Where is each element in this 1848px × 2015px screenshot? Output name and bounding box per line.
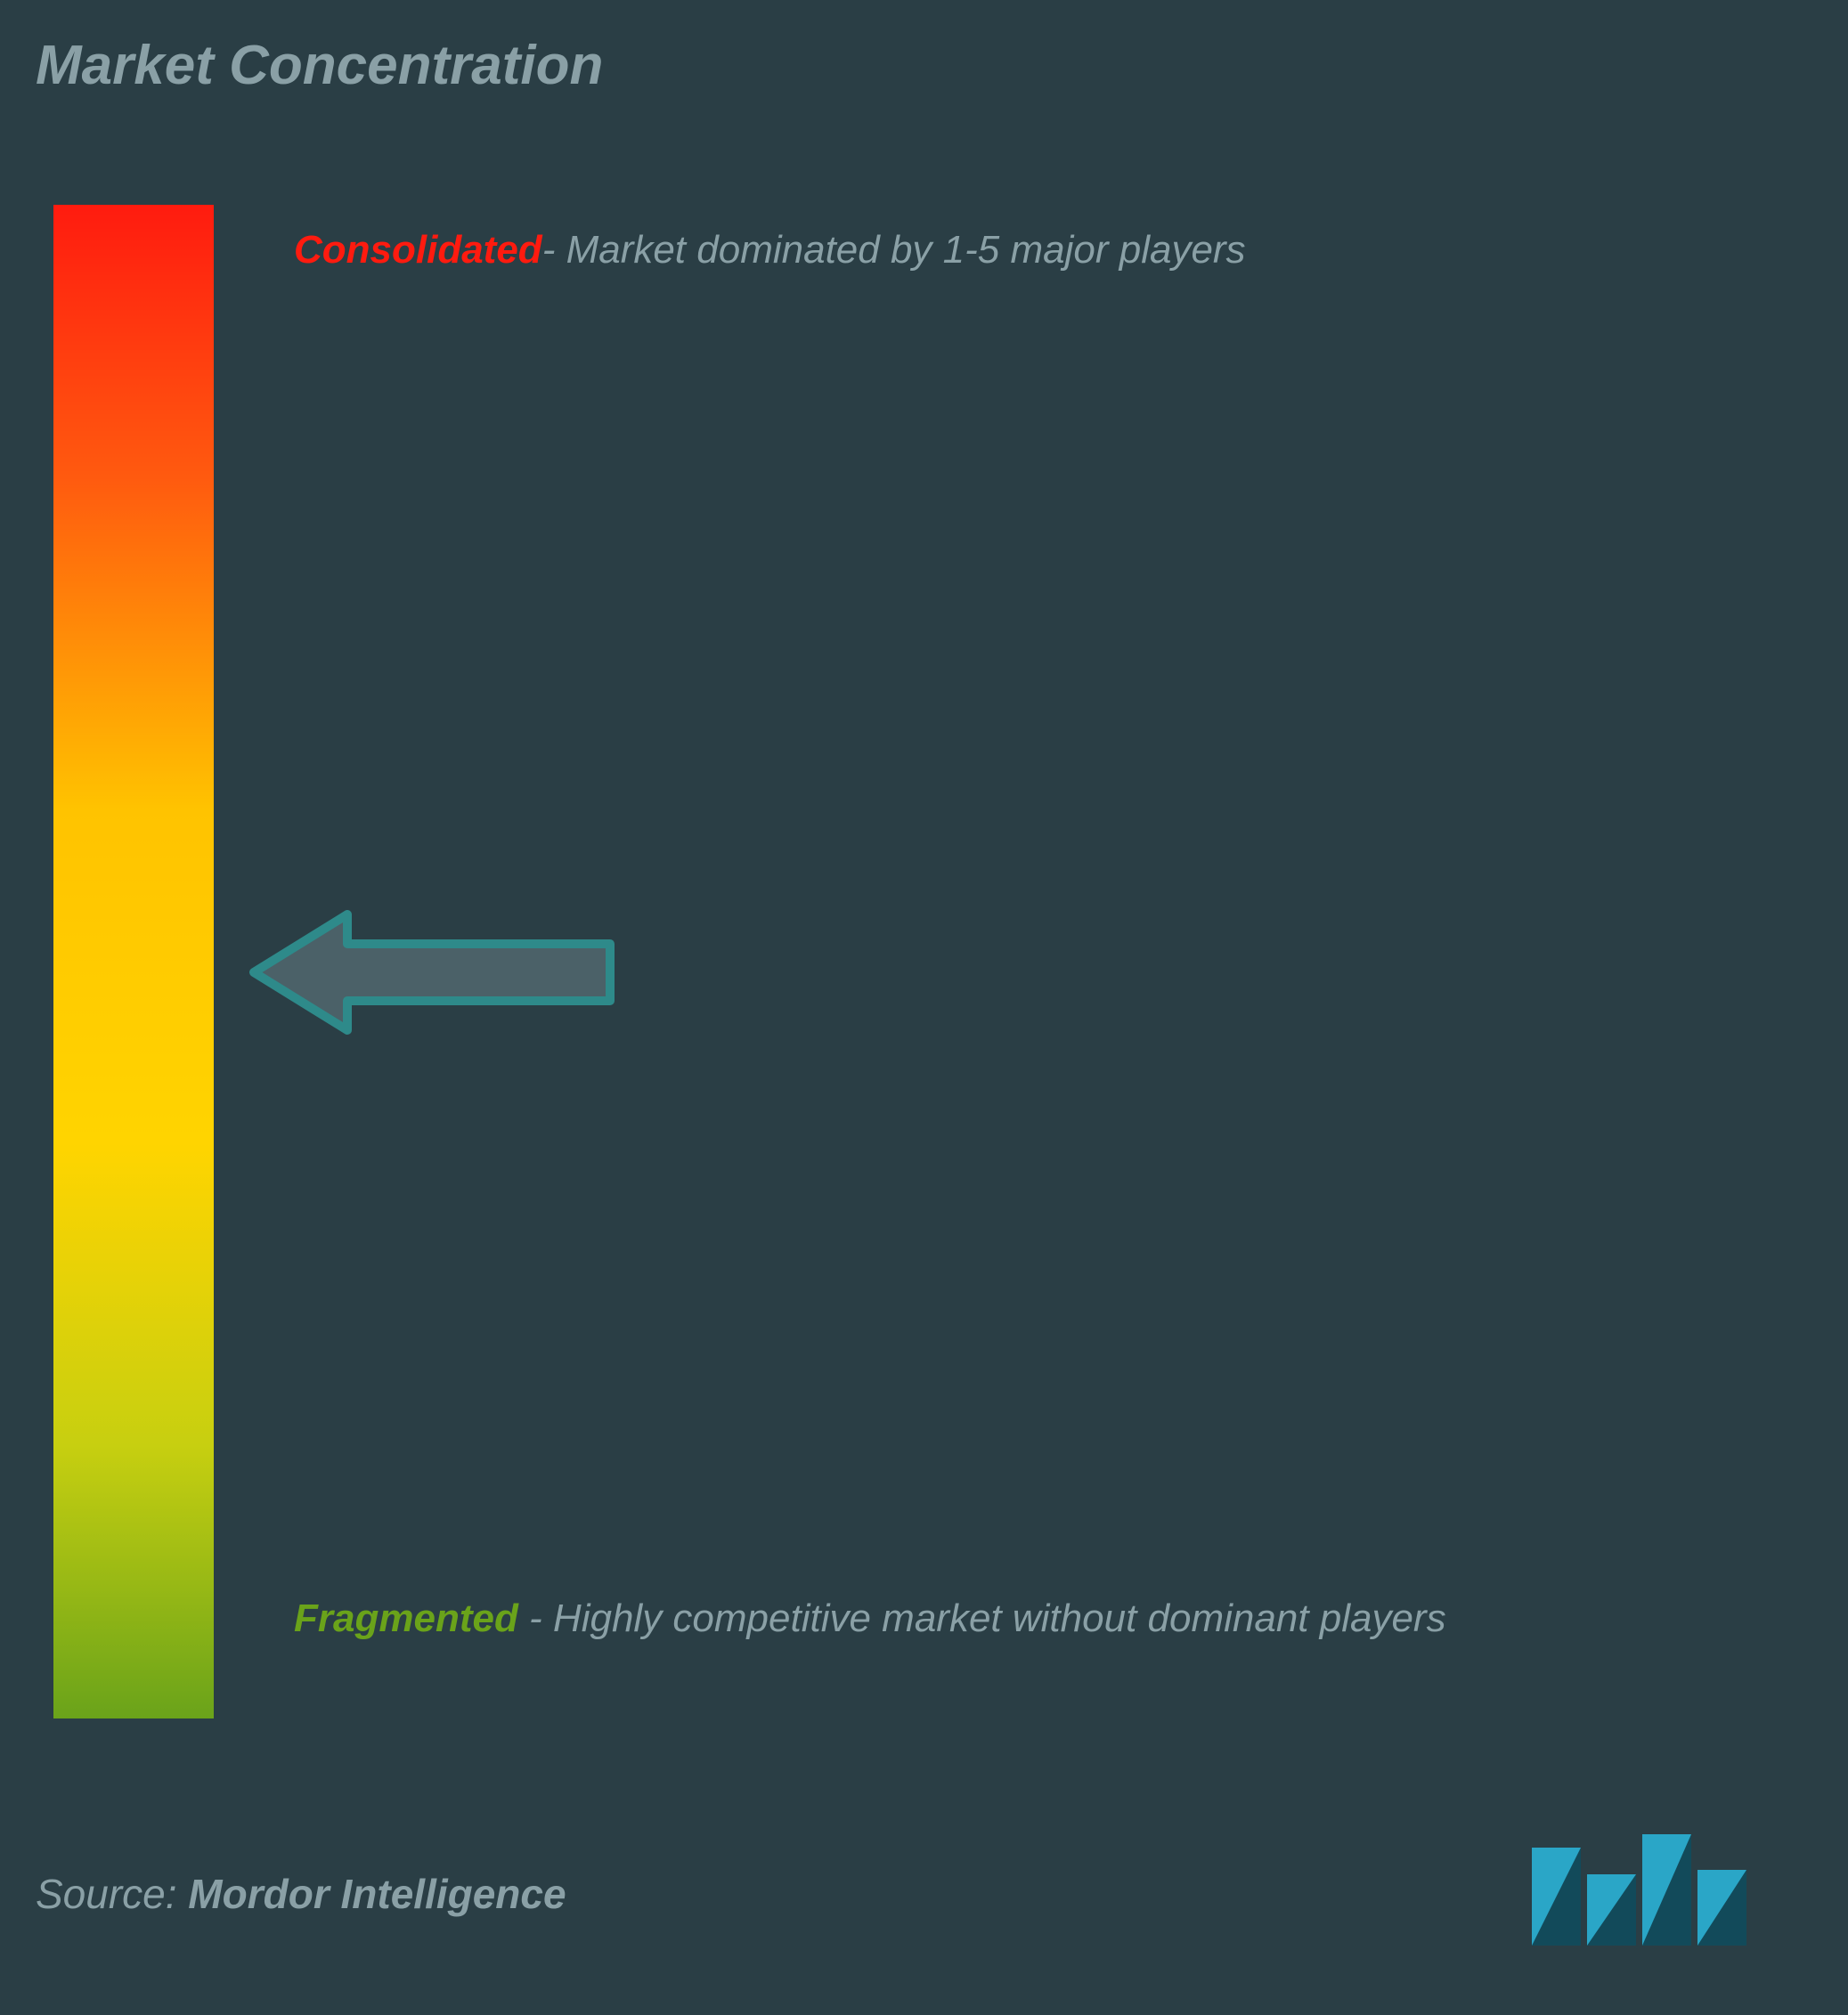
source-label: Source: [36, 1871, 177, 1917]
fragmented-label: Fragmented - Highly competitive market w… [294, 1583, 1754, 1654]
source-value: Mordor Intelligence [177, 1871, 566, 1917]
fragmented-description: - Highly competitive market without domi… [518, 1597, 1446, 1640]
source-attribution: Source: Mordor Intelligence [36, 1870, 566, 1918]
position-indicator-arrow [249, 910, 615, 1035]
consolidated-label: Consolidated- Market dominated by 1-5 ma… [294, 221, 1246, 280]
consolidated-description: - Market dominated by 1-5 major players [542, 228, 1246, 272]
concentration-gradient-bar [53, 205, 214, 1718]
mordor-logo-icon [1532, 1834, 1790, 1959]
consolidated-keyword: Consolidated [294, 228, 542, 272]
chart-title: Market Concentration [36, 34, 603, 97]
fragmented-keyword: Fragmented [294, 1597, 518, 1640]
arrow-shape [254, 914, 610, 1030]
infographic-container: Market Concentration Consolidated- Marke… [0, 0, 1848, 2015]
